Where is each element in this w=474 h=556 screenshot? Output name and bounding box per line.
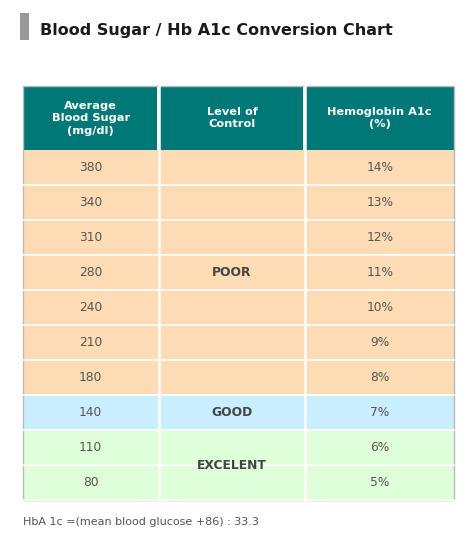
FancyBboxPatch shape bbox=[159, 86, 303, 150]
FancyBboxPatch shape bbox=[23, 150, 159, 185]
FancyBboxPatch shape bbox=[23, 290, 159, 325]
Text: Blood Sugar / Hb A1c Conversion Chart: Blood Sugar / Hb A1c Conversion Chart bbox=[40, 23, 393, 38]
Text: 12%: 12% bbox=[366, 231, 393, 244]
FancyBboxPatch shape bbox=[305, 86, 454, 150]
FancyBboxPatch shape bbox=[23, 220, 159, 255]
FancyBboxPatch shape bbox=[159, 220, 305, 255]
FancyBboxPatch shape bbox=[159, 430, 305, 465]
Text: Average
Blood Sugar
(mg/dl): Average Blood Sugar (mg/dl) bbox=[52, 101, 130, 136]
Text: 8%: 8% bbox=[370, 371, 389, 384]
Text: 180: 180 bbox=[79, 371, 102, 384]
Text: 6%: 6% bbox=[370, 441, 389, 454]
Text: 10%: 10% bbox=[366, 301, 393, 314]
Text: EXCELENT: EXCELENT bbox=[197, 459, 267, 472]
FancyBboxPatch shape bbox=[305, 220, 454, 255]
FancyBboxPatch shape bbox=[305, 255, 454, 290]
FancyBboxPatch shape bbox=[159, 150, 305, 185]
FancyBboxPatch shape bbox=[23, 86, 157, 150]
Text: GOOD: GOOD bbox=[211, 406, 253, 419]
FancyBboxPatch shape bbox=[159, 465, 305, 500]
FancyBboxPatch shape bbox=[159, 325, 305, 360]
FancyBboxPatch shape bbox=[23, 185, 159, 220]
FancyBboxPatch shape bbox=[305, 150, 454, 185]
FancyBboxPatch shape bbox=[305, 185, 454, 220]
Text: POOR: POOR bbox=[212, 266, 252, 279]
FancyBboxPatch shape bbox=[23, 255, 159, 290]
Text: 14%: 14% bbox=[366, 161, 393, 174]
Text: 110: 110 bbox=[79, 441, 102, 454]
FancyBboxPatch shape bbox=[305, 360, 454, 395]
FancyBboxPatch shape bbox=[305, 290, 454, 325]
Text: 340: 340 bbox=[79, 196, 102, 209]
FancyBboxPatch shape bbox=[159, 360, 305, 395]
FancyBboxPatch shape bbox=[159, 185, 305, 220]
FancyBboxPatch shape bbox=[159, 395, 305, 430]
Text: 310: 310 bbox=[79, 231, 102, 244]
FancyBboxPatch shape bbox=[305, 430, 454, 465]
FancyBboxPatch shape bbox=[23, 465, 159, 500]
Text: 280: 280 bbox=[79, 266, 102, 279]
FancyBboxPatch shape bbox=[23, 360, 159, 395]
Text: 210: 210 bbox=[79, 336, 102, 349]
FancyBboxPatch shape bbox=[23, 325, 159, 360]
FancyBboxPatch shape bbox=[159, 255, 305, 290]
Text: Hemoglobin A1c
(%): Hemoglobin A1c (%) bbox=[328, 107, 432, 130]
Text: 380: 380 bbox=[79, 161, 102, 174]
Text: 80: 80 bbox=[83, 476, 99, 489]
Text: Level of
Control: Level of Control bbox=[207, 107, 257, 130]
FancyBboxPatch shape bbox=[159, 290, 305, 325]
Text: 9%: 9% bbox=[370, 336, 389, 349]
FancyBboxPatch shape bbox=[305, 325, 454, 360]
Text: 240: 240 bbox=[79, 301, 102, 314]
Text: 13%: 13% bbox=[366, 196, 393, 209]
Text: 140: 140 bbox=[79, 406, 102, 419]
Text: 7%: 7% bbox=[370, 406, 389, 419]
Text: 5%: 5% bbox=[370, 476, 389, 489]
FancyBboxPatch shape bbox=[20, 13, 29, 40]
Text: 11%: 11% bbox=[366, 266, 393, 279]
Text: HbA 1c =(mean blood glucose +86) : 33.3: HbA 1c =(mean blood glucose +86) : 33.3 bbox=[23, 517, 259, 527]
FancyBboxPatch shape bbox=[305, 465, 454, 500]
FancyBboxPatch shape bbox=[23, 395, 159, 430]
FancyBboxPatch shape bbox=[305, 395, 454, 430]
FancyBboxPatch shape bbox=[23, 430, 159, 465]
